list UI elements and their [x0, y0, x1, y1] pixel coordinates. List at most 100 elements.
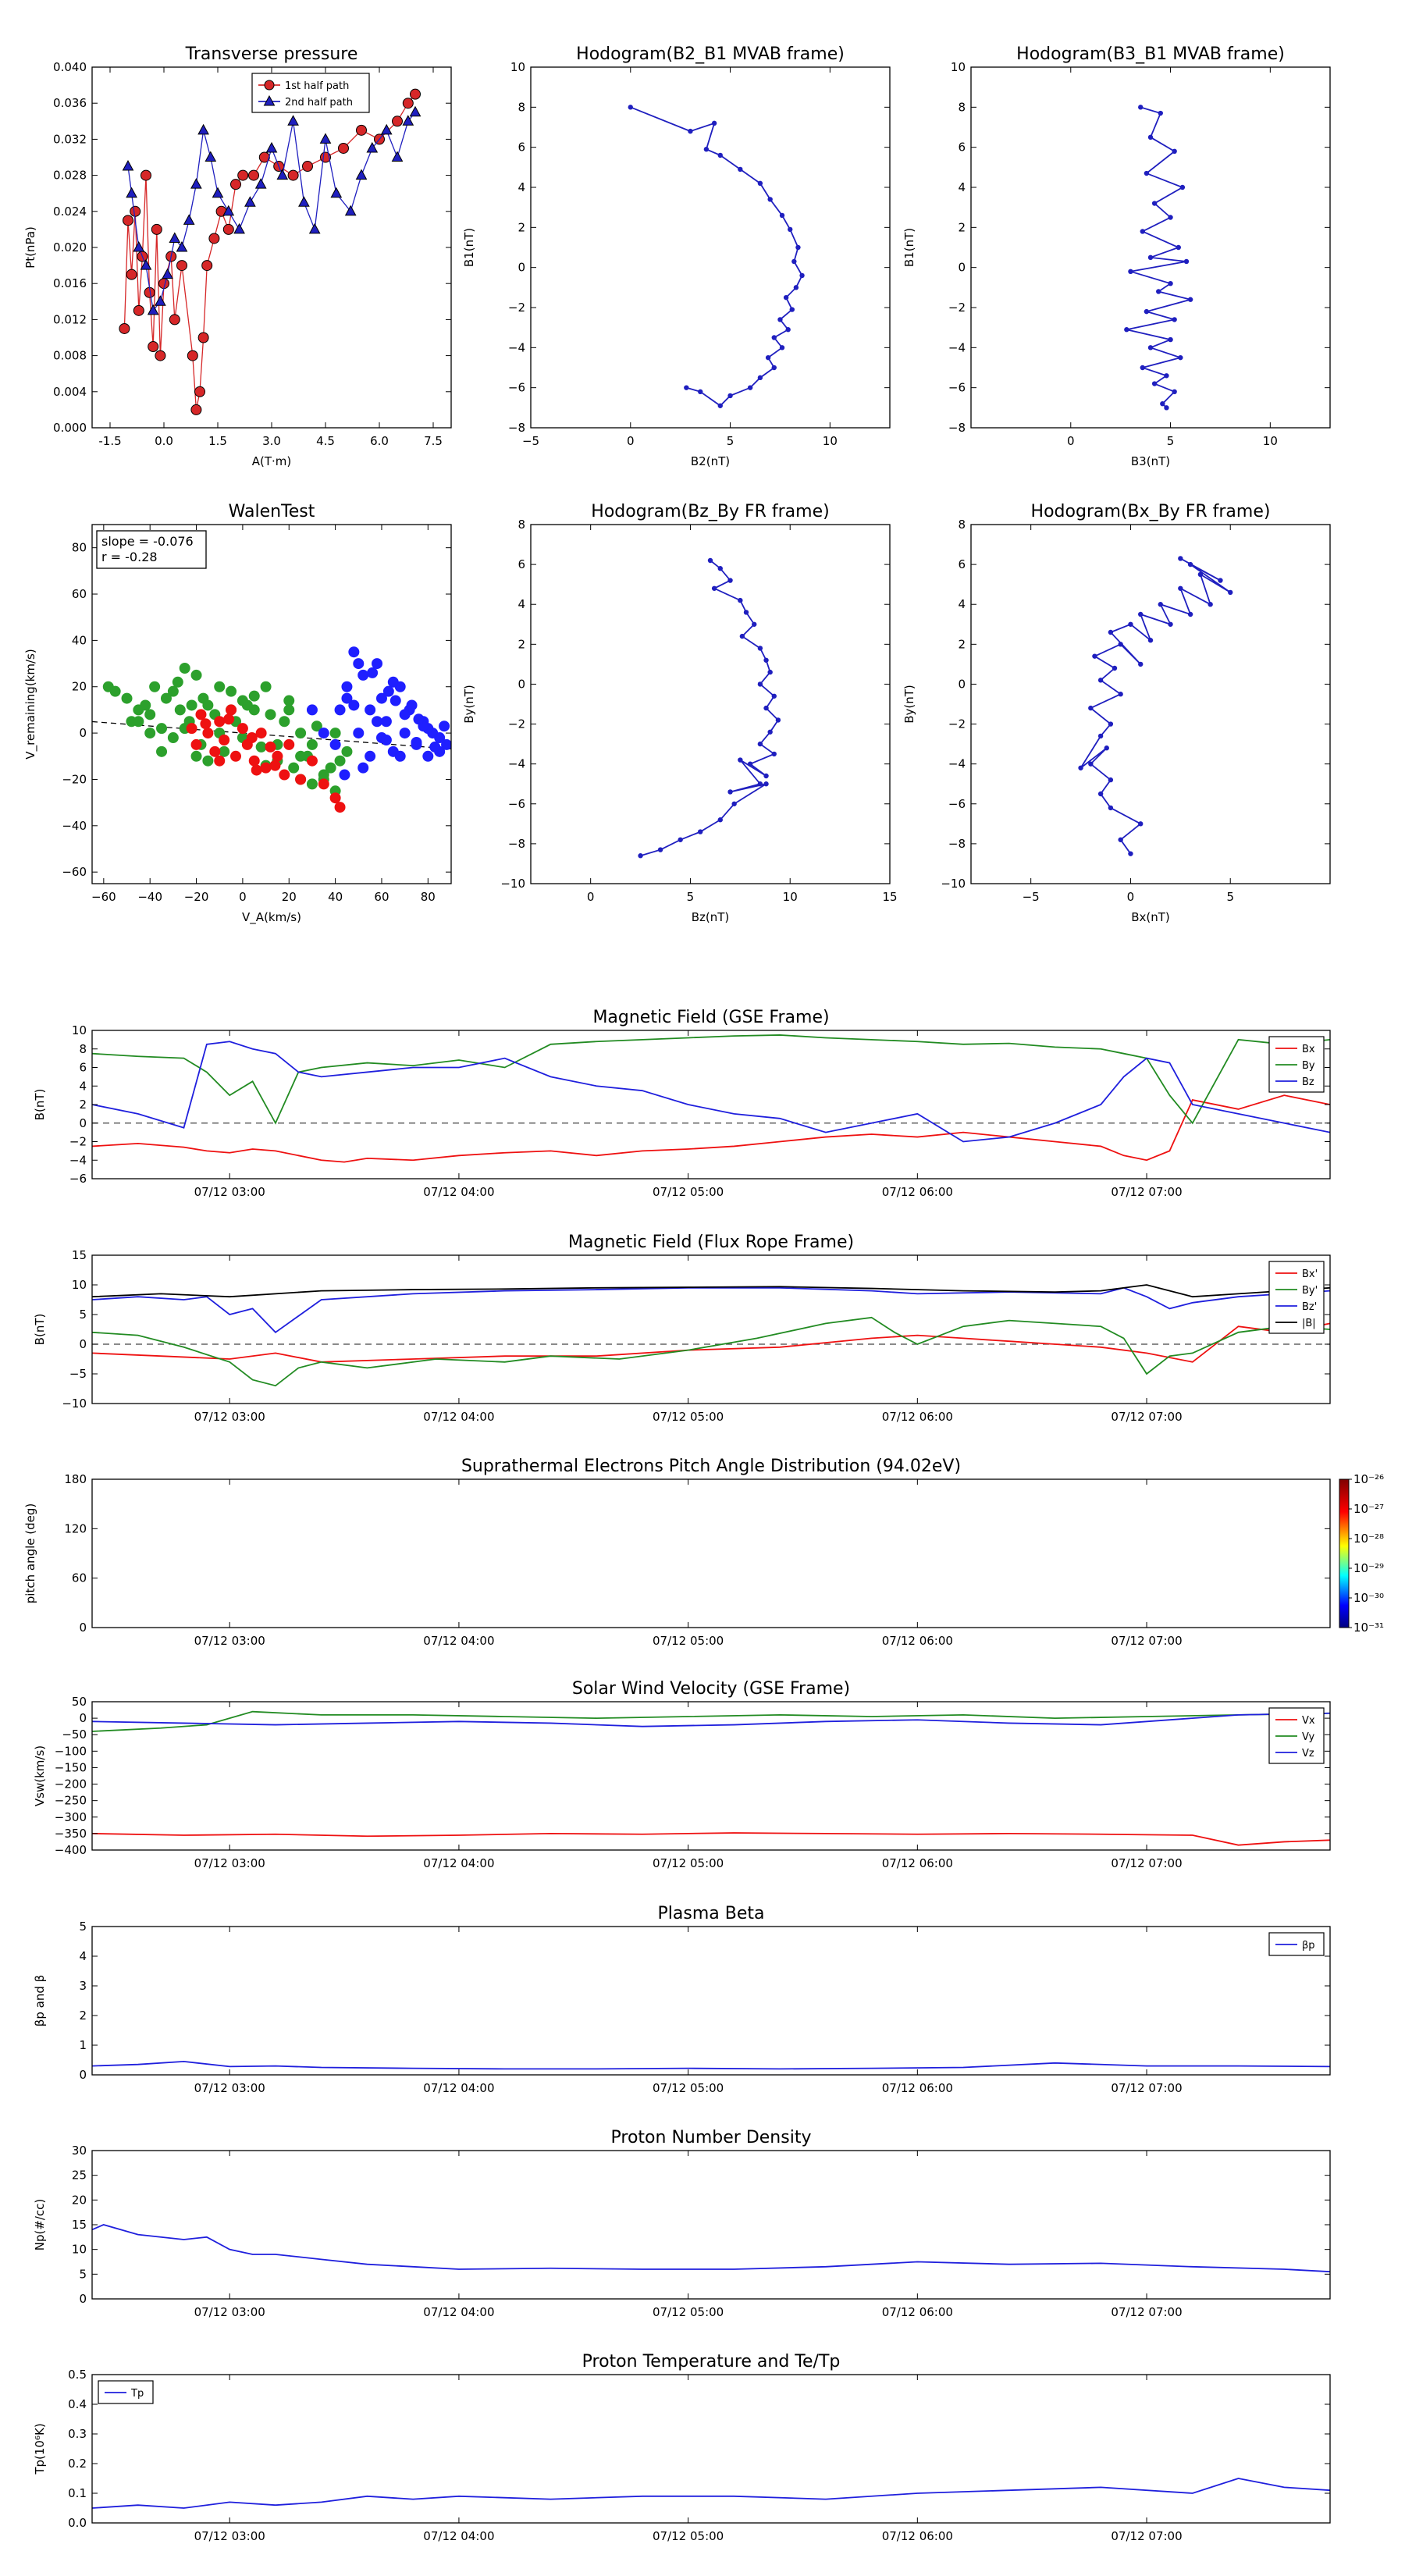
x-tick-label: 07/12 07:00	[1111, 1410, 1182, 1424]
data-point	[121, 692, 133, 704]
data-point	[119, 322, 130, 334]
data-point	[789, 307, 795, 312]
axes-frame	[91, 2374, 1331, 2524]
data-point	[738, 597, 743, 603]
data-point	[422, 750, 434, 762]
x-tick-label: 10	[1263, 434, 1278, 448]
y-tick-label: −10	[941, 877, 966, 891]
data-point	[279, 769, 290, 781]
plot-area	[92, 1034, 1330, 1163]
data-point	[1108, 721, 1114, 727]
series-Vy	[92, 1710, 1330, 1732]
data-point	[1164, 405, 1169, 411]
data-point	[179, 663, 190, 674]
y-tick-label: 30	[72, 2144, 87, 2158]
x-tick-label: 0.0	[155, 434, 173, 448]
x-tick-label: 07/12 03:00	[194, 1185, 265, 1199]
data-point	[205, 151, 217, 162]
y-axis-label: Pt(nPa)	[23, 226, 37, 269]
y-axis-label: Vsw(km/s)	[33, 1745, 47, 1806]
x-tick-label: 07/12 05:00	[653, 1410, 724, 1424]
legend-label: βp	[1302, 1940, 1315, 1952]
x-tick-label: 80	[421, 890, 436, 904]
data-point	[739, 633, 745, 639]
series-line	[92, 1041, 1330, 1143]
legend-label: Tp	[130, 2388, 144, 2400]
data-point	[306, 778, 318, 790]
fit-line	[92, 720, 451, 750]
data-point	[219, 745, 230, 757]
series-By	[92, 1034, 1330, 1125]
data-point	[1108, 777, 1114, 783]
y-tick-label: −4	[948, 757, 966, 771]
data-point	[318, 728, 329, 739]
data-point	[1178, 585, 1183, 591]
series-line	[92, 2478, 1330, 2509]
data-point	[757, 375, 763, 381]
data-point	[162, 268, 173, 279]
x-tick-label: 07/12 05:00	[653, 2305, 724, 2319]
data-point	[269, 760, 281, 771]
legend-label: Vz	[1302, 1748, 1314, 1759]
series-line	[630, 106, 803, 407]
axes-frame	[91, 1478, 1331, 1628]
data-point	[391, 151, 404, 162]
axes-frame	[91, 1701, 1331, 1851]
data-point	[1168, 281, 1173, 286]
y-axis-label: pitch angle (deg)	[23, 1503, 37, 1603]
data-point	[212, 187, 224, 198]
x-tick-label: 20	[282, 890, 297, 904]
legend-label: By'	[1302, 1285, 1318, 1297]
series-Tp	[92, 2478, 1330, 2509]
series-Bx	[92, 1094, 1330, 1163]
x-tick-label: 15	[882, 890, 897, 904]
y-tick-label: −400	[55, 1843, 87, 1857]
data-point	[1138, 105, 1144, 110]
data-point	[276, 169, 289, 180]
data-point	[230, 750, 241, 762]
data-point	[1168, 215, 1173, 220]
data-point	[1138, 661, 1144, 667]
x-tick-label: 07/12 06:00	[882, 2529, 953, 2543]
chart-title: Solar Wind Velocity (GSE Frame)	[572, 1679, 850, 1699]
y-tick-label: 0.5	[68, 2368, 87, 2382]
y-tick-label: 8	[518, 518, 525, 532]
data-point	[190, 178, 202, 189]
x-tick-label: −20	[184, 890, 209, 904]
x-tick-label: 07/12 07:00	[1111, 1185, 1182, 1199]
x-tick-label: 07/12 03:00	[194, 2529, 265, 2543]
data-point	[190, 738, 202, 750]
y-tick-label: 0	[518, 677, 525, 691]
data-point	[628, 105, 633, 110]
series-line	[127, 112, 416, 312]
series-line	[640, 560, 780, 857]
y-tick-label: 1	[79, 2038, 87, 2052]
data-point	[237, 723, 248, 735]
series-Np	[92, 2224, 1330, 2273]
x-tick-label: 07/12 04:00	[423, 1185, 494, 1199]
data-point	[306, 738, 318, 750]
series-Vx	[92, 1832, 1330, 1846]
chart-title: Plasma Beta	[658, 1904, 765, 1923]
x-tick-label: 0	[239, 890, 247, 904]
colorbar	[1339, 1478, 1350, 1628]
x-tick-label: 5	[687, 890, 695, 904]
x-tick-label: 07/12 04:00	[423, 1634, 494, 1648]
series-Bx'	[92, 1322, 1330, 1363]
legend-label: Vy	[1302, 1731, 1315, 1743]
chart-title: Magnetic Field (GSE Frame)	[592, 1008, 829, 1027]
data-point	[1187, 561, 1193, 568]
data-point	[244, 196, 256, 207]
plot-area	[92, 2224, 1330, 2273]
data-point	[1108, 805, 1114, 811]
y-axis-label: Np(#/cc)	[33, 2199, 47, 2251]
data-point	[1218, 578, 1223, 583]
axes-frame	[91, 524, 452, 884]
data-point	[140, 699, 151, 711]
data-point	[172, 676, 183, 688]
plot-area	[92, 1710, 1330, 1846]
data-point	[380, 716, 392, 728]
data-point	[248, 169, 259, 181]
colorbar-tick-label: 10⁻²⁷	[1353, 1502, 1384, 1516]
series-0	[628, 105, 805, 408]
